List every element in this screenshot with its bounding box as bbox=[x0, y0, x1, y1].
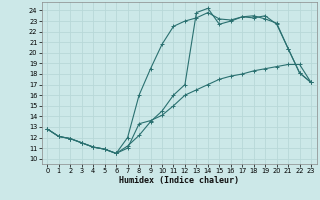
X-axis label: Humidex (Indice chaleur): Humidex (Indice chaleur) bbox=[119, 176, 239, 185]
